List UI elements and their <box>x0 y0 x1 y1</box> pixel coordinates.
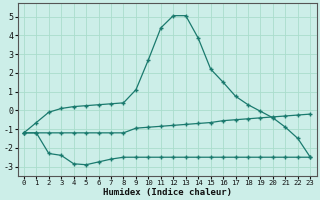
X-axis label: Humidex (Indice chaleur): Humidex (Indice chaleur) <box>103 188 232 197</box>
